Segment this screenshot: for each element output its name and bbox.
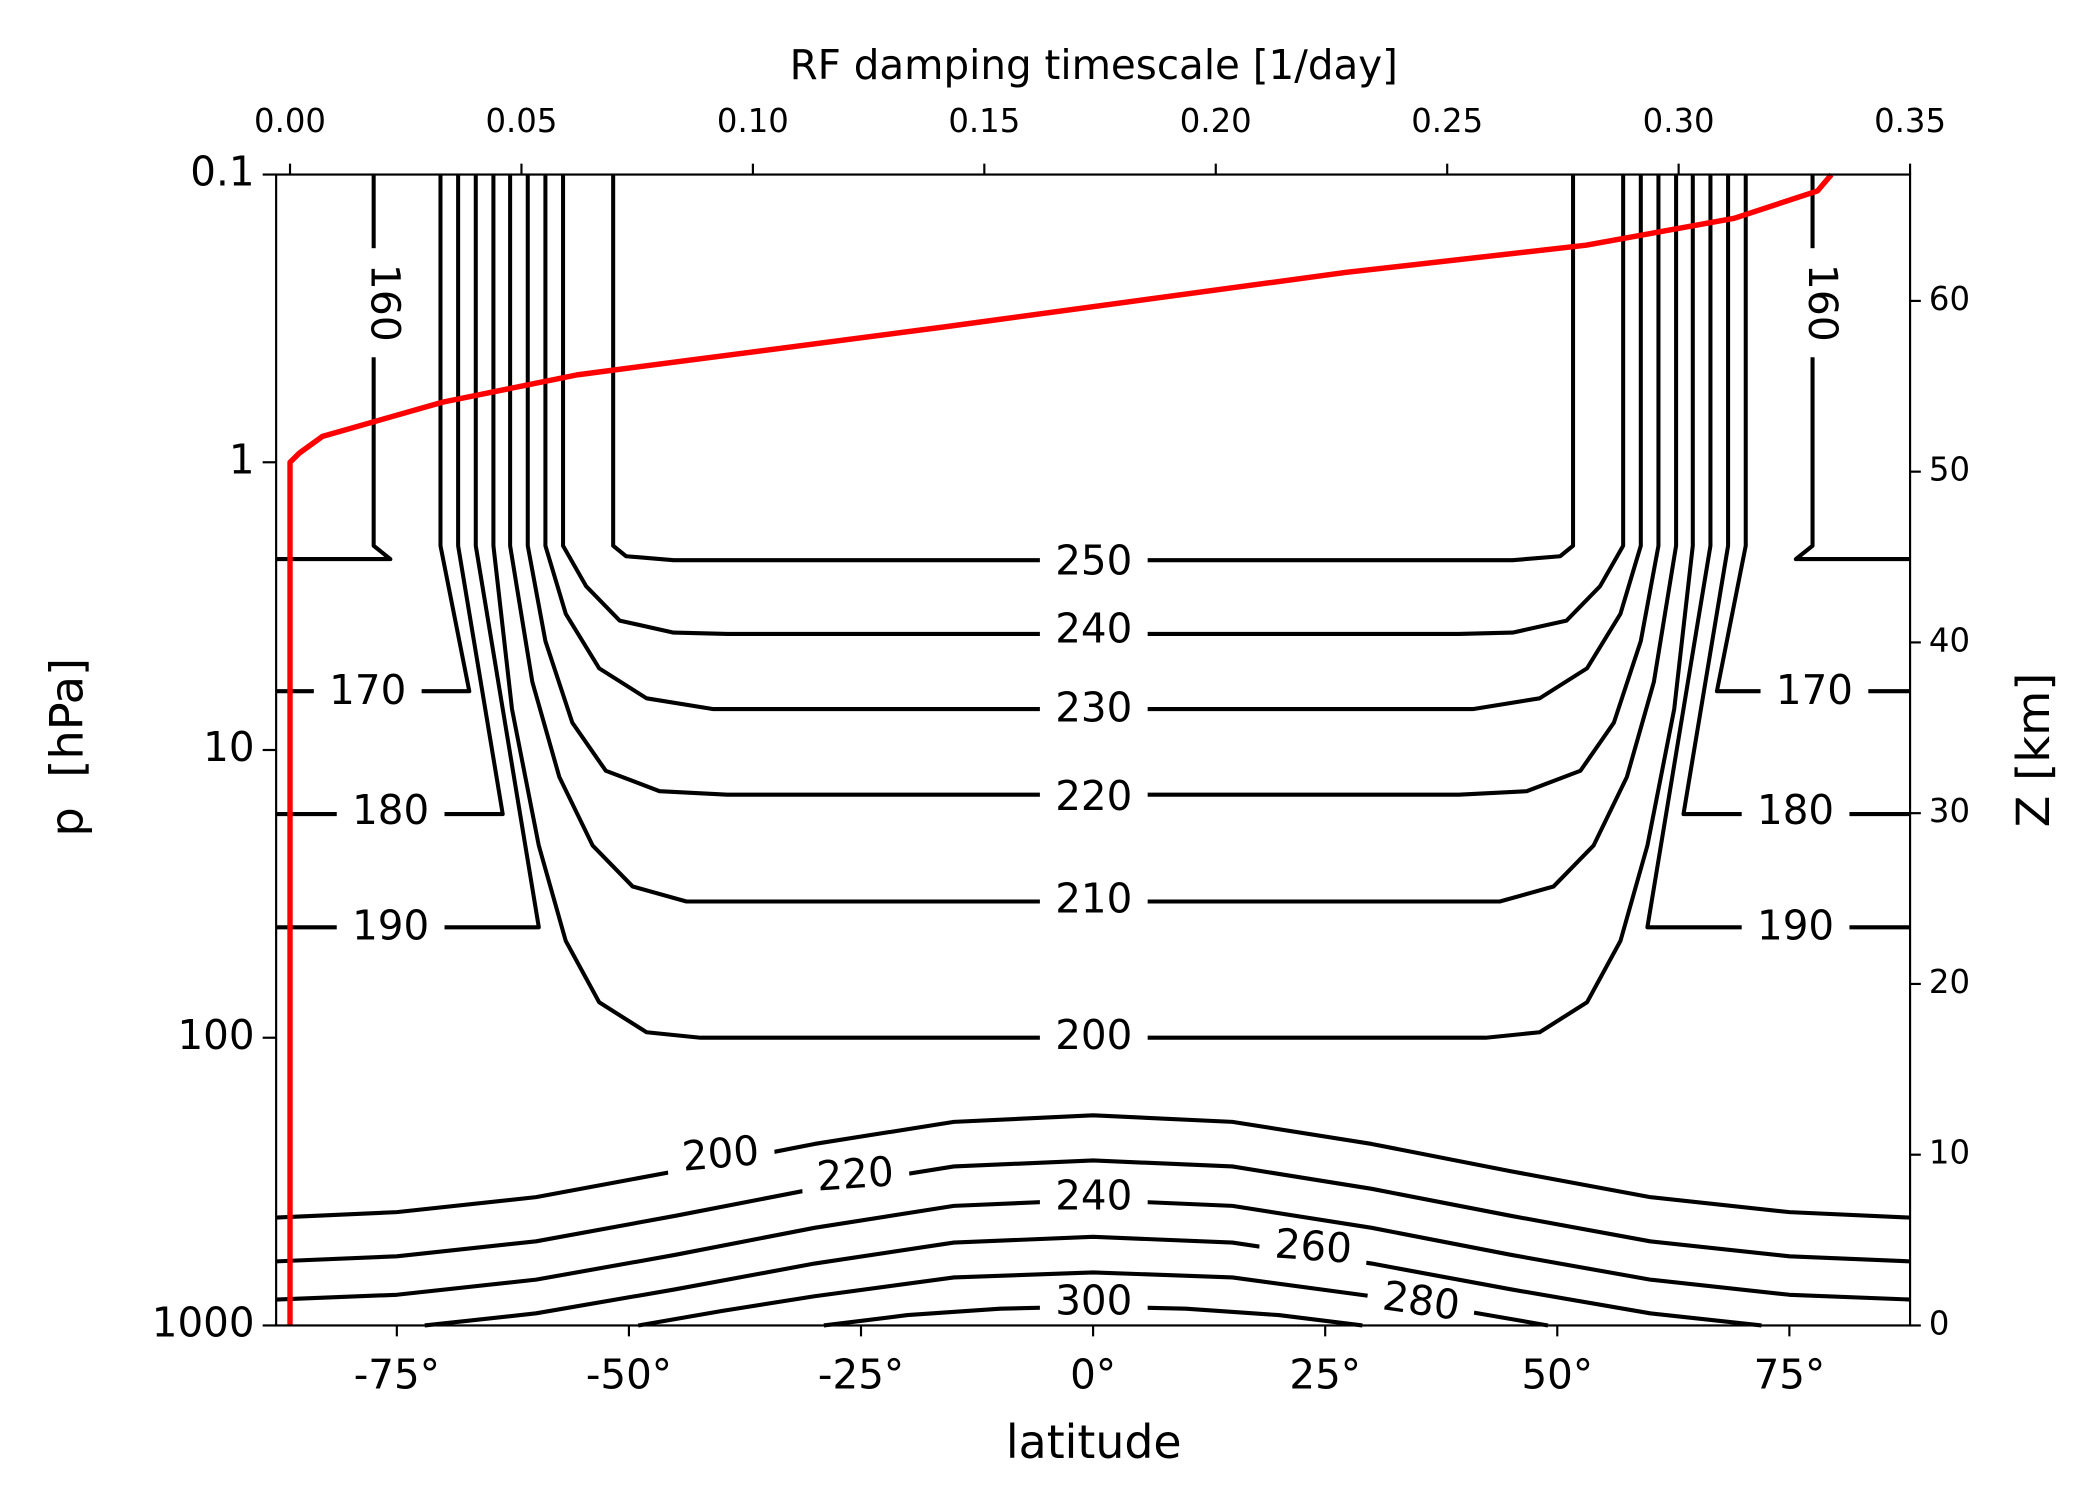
contour-label-bg — [362, 248, 406, 358]
y-tick-label: 0.1 — [190, 147, 254, 195]
contour-label: 260 — [1273, 1219, 1353, 1273]
x2-tick-label: 0.15 — [948, 102, 1020, 140]
y2-axis-label: Z [km] — [2006, 673, 2060, 828]
contour-label: 280 — [1380, 1271, 1463, 1330]
contour-line — [1681, 174, 1911, 817]
contour-label-bg — [800, 1149, 911, 1202]
contour-label-bg — [336, 789, 445, 834]
contour-label-bg — [1039, 1280, 1148, 1325]
y2-tick-label: 50 — [1929, 451, 1970, 489]
contour-label-bg — [1039, 775, 1148, 820]
contour-label: 200 — [1055, 1011, 1132, 1059]
contour-label-bg — [1039, 1014, 1148, 1059]
x-axis-label: latitude — [1006, 1415, 1182, 1469]
y2-tick-label: 20 — [1929, 963, 1970, 1001]
contour-label-bg — [1039, 540, 1148, 584]
y2-tick-label: 10 — [1929, 1134, 1970, 1172]
x-tick-label: 25° — [1289, 1350, 1361, 1398]
x-tick-label: 50° — [1521, 1350, 1593, 1398]
x2-tick-label: 0.35 — [1874, 102, 1946, 140]
contour-label: 220 — [815, 1147, 895, 1201]
contour-label: 300 — [1055, 1276, 1132, 1324]
contour-label-bg — [1760, 669, 1869, 714]
x2-tick-label: 0.20 — [1180, 102, 1252, 140]
contour-label-bg — [1039, 687, 1148, 731]
y-tick-label: 10 — [203, 723, 254, 771]
x2-axis-label: RF damping timescale [1/day] — [790, 41, 1398, 89]
contour-label: 230 — [1055, 683, 1132, 731]
x-tick-label: -25° — [818, 1350, 904, 1398]
contour-label: 250 — [1055, 536, 1132, 584]
x2-tick-label: 0.25 — [1411, 102, 1483, 140]
x-tick-label: 0° — [1070, 1350, 1116, 1398]
contour-line — [276, 174, 393, 562]
contour-label: 190 — [352, 901, 429, 949]
contour-label-bg — [1039, 1175, 1148, 1220]
y2-tick-label: 30 — [1929, 792, 1970, 830]
contour-label-bg — [1039, 878, 1148, 922]
y2-tick-label: 60 — [1929, 280, 1970, 318]
contour-label-bg — [336, 905, 445, 950]
contour-line — [424, 1234, 1762, 1328]
x-tick-label: 75° — [1754, 1350, 1826, 1398]
contour-label-bg — [1799, 248, 1843, 358]
contour-label-bg — [1364, 1273, 1478, 1332]
contour-label: 170 — [329, 666, 406, 714]
contour-label: 170 — [1776, 666, 1853, 714]
x2-tick-label: 0.05 — [485, 102, 557, 140]
contour-label-bg — [1741, 789, 1850, 834]
y2-tick-label: 0 — [1929, 1304, 1950, 1342]
contour-label-bg — [1039, 608, 1148, 652]
contour-label-bg — [1258, 1222, 1369, 1274]
y-tick-label: 100 — [177, 1011, 254, 1059]
contour-label-bg — [1741, 905, 1850, 950]
y-tick-label: 1000 — [152, 1298, 255, 1346]
contour-label: 180 — [1757, 786, 1834, 834]
contour-label: 190 — [1757, 901, 1834, 949]
contour-line — [611, 174, 1576, 563]
x-tick-label: -50° — [586, 1350, 672, 1398]
y-axis-label: p [hPa] — [40, 658, 94, 837]
x2-tick-label: 0.10 — [717, 102, 789, 140]
contour-line — [1793, 174, 1911, 562]
contour-label: 160 — [362, 264, 410, 342]
contour-label-bg — [665, 1128, 777, 1182]
contour-label: 240 — [1055, 604, 1132, 652]
damping-line — [287, 172, 1834, 1326]
x2-tick-label: 0.00 — [254, 102, 326, 140]
contour-line — [276, 1113, 1911, 1220]
contour-label: 200 — [680, 1126, 761, 1181]
contour-label: 180 — [352, 786, 429, 834]
x-tick-label: -75° — [354, 1350, 440, 1398]
contour-label: 210 — [1055, 874, 1132, 922]
contour-label: 160 — [1799, 264, 1847, 342]
y-tick-label: 1 — [229, 435, 255, 483]
contour-label: 220 — [1055, 772, 1132, 820]
x2-tick-label: 0.30 — [1643, 102, 1715, 140]
contour-line — [276, 1158, 1911, 1264]
contour-label: 240 — [1055, 1171, 1132, 1219]
contour-label-bg — [313, 669, 422, 714]
y2-tick-label: 40 — [1929, 621, 1970, 659]
